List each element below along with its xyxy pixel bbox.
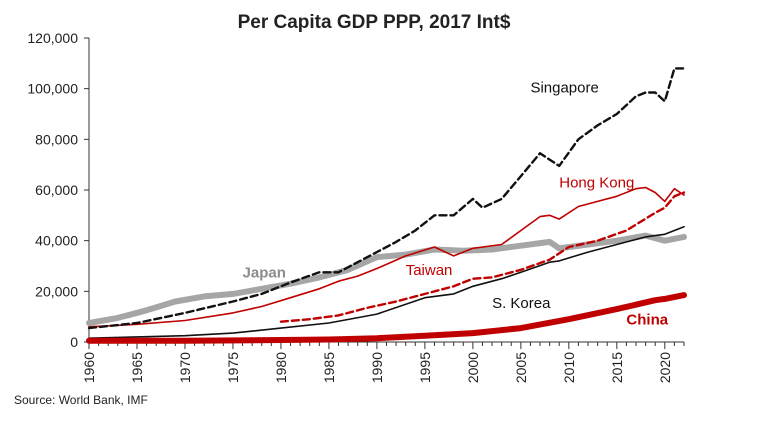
x-tick-label: 2000 (465, 352, 481, 383)
series-line-singapore (87, 67, 686, 330)
x-tick-label: 1995 (417, 352, 433, 383)
series-line-china (86, 292, 687, 344)
x-tick-label: 2020 (657, 352, 673, 383)
y-tick-label: 0 (70, 334, 78, 350)
series-label-china: China (626, 311, 668, 328)
x-tick-label: 1970 (177, 352, 193, 383)
series-line-s-korea (88, 225, 685, 340)
y-tick-label: 60,000 (35, 182, 78, 198)
x-tick-label: 1985 (321, 352, 337, 383)
series-line-taiwan (279, 191, 686, 323)
y-tick-label: 100,000 (27, 81, 78, 97)
x-axis: 1960 1965 1970 1975 1980 1985 1990 1995 2000 2005… (81, 341, 685, 383)
x-tick-label: 1980 (273, 352, 289, 383)
x-tick-label: 1990 (369, 352, 385, 383)
x-tick-label: 2005 (513, 352, 529, 383)
y-tick-label: 20,000 (35, 283, 78, 299)
series-label-japan: Japan (243, 264, 286, 281)
x-tick-label: 2010 (561, 352, 577, 383)
x-tick-label: 1960 (81, 352, 97, 383)
source-note: Source: World Bank, IMF (14, 393, 148, 407)
series-line-japan (86, 232, 687, 326)
series-label-taiwan: Taiwan (406, 262, 453, 279)
series-line-hong-kong (88, 186, 685, 328)
series-layer (86, 67, 687, 344)
x-tick-label: 2015 (609, 352, 625, 383)
x-tick-label: 1975 (225, 352, 241, 383)
y-tick-label: 120,000 (27, 30, 78, 46)
x-tick-label: 1965 (129, 352, 145, 383)
y-tick-label: 40,000 (35, 233, 78, 249)
series-label-hong-kong: Hong Kong (559, 174, 634, 191)
chart-title: Per Capita GDP PPP, 2017 Int$ (238, 12, 511, 33)
series-label-s-korea: S. Korea (492, 295, 551, 312)
y-tick-label: 80,000 (35, 131, 78, 147)
label-layer: Singapore Hong Kong Japan Taiwan S. Korea Chi… (243, 79, 669, 328)
series-label-singapore: Singapore (530, 79, 598, 96)
y-axis: 0 20,000 40,000 60,000 80,000 100,000 120,000 (27, 30, 90, 350)
